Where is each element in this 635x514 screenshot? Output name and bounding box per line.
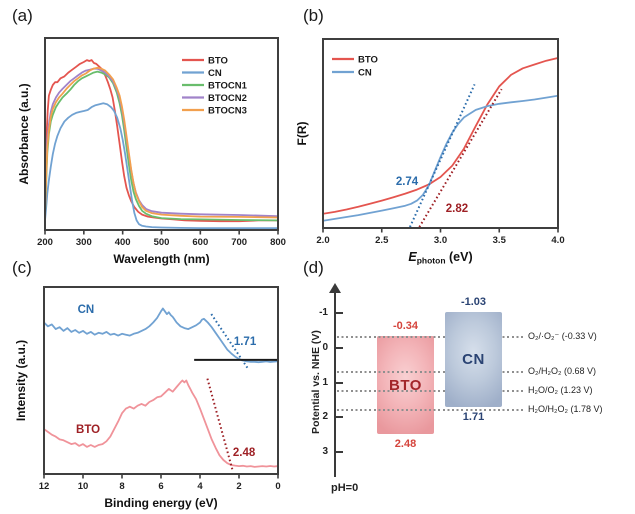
a-legend-label-BTOCN3: BTOCN3 (208, 106, 247, 117)
a-legend-label-BTOCN2: BTOCN2 (208, 93, 247, 104)
a-xtick-label: 700 (231, 237, 247, 248)
a-series-BTOCN3 (46, 66, 277, 219)
c-series-CN (45, 307, 277, 364)
a-xtick-label: 400 (115, 237, 131, 248)
a-yaxis-title: Absorbance (a.u.) (17, 83, 31, 184)
b-tangent-CN-bandgap-tangent (409, 83, 476, 228)
b-xtick-label: 4.0 (551, 235, 564, 246)
c-xtick-label: 10 (78, 481, 89, 492)
c-xtick-label: 12 (39, 481, 50, 492)
c-xtick-label: 4 (197, 481, 203, 492)
b-annotation-2.74: 2.74 (396, 176, 419, 188)
panel-b-label: (b) (303, 6, 324, 25)
b-xtick-label: 3.5 (493, 235, 507, 246)
c-xaxis-title: Binding energy (eV) (104, 496, 217, 510)
panel-d-label: (d) (303, 258, 324, 277)
c-annotation-CN: CN (78, 304, 95, 316)
c-xtick-label: 8 (119, 481, 124, 492)
c-xtick-label: 2 (236, 481, 241, 492)
panel-b-plot: 2.0 2.5 3.0 3.5 4.0 Ephoton (eV) F(R) BTO CN 2.74… (295, 38, 565, 266)
b-tangent-BTO-bandgap-tangent (418, 88, 503, 228)
b-series-CN (324, 94, 557, 222)
a-series-BTOCN2 (46, 67, 277, 218)
c-tangent-BTO-VB-tangent (206, 378, 234, 471)
c-annotation-1.71: 1.71 (234, 336, 257, 348)
b-yaxis-title: F(R) (295, 122, 309, 146)
a-xtick-label: 600 (192, 237, 208, 248)
a-xtick-label: 300 (76, 237, 92, 248)
panel-a-plot: 200 300 400 500 600 700 800 Wavelength (nm) Abso… (17, 37, 286, 266)
b-series-BTO (324, 57, 557, 215)
a-legend-label-CN: CN (208, 68, 222, 79)
b-legend-label-BTO: BTO (358, 55, 378, 66)
c-annotation-BTO: BTO (76, 424, 100, 436)
a-xaxis-title: Wavelength (nm) (113, 252, 209, 266)
panel-a-label: (a) (12, 6, 33, 25)
c-xtick-label: 6 (158, 481, 163, 492)
a-series-BTOCN1 (46, 70, 277, 222)
c-annotation-2.48: 2.48 (233, 447, 256, 459)
b-legend-label-CN: CN (358, 68, 372, 79)
a-xtick-label: 200 (37, 237, 53, 248)
panel-c-plot: 12 10 8 6 4 2 0 Binding energy (eV) Intensity (a… (14, 286, 281, 510)
a-plot-frame (44, 37, 279, 231)
panel-c-label: (c) (12, 258, 32, 277)
a-legend-label-BTOCN1: BTOCN1 (208, 81, 248, 92)
c-yaxis-title: Intensity (a.u.) (14, 340, 28, 421)
a-xtick-label: 500 (154, 237, 170, 248)
a-legend-label-BTO: BTO (208, 56, 228, 67)
c-xtick-label: 0 (275, 481, 280, 492)
b-annotation-2.82: 2.82 (446, 203, 468, 215)
b-xaxis-title: Ephoton (eV) (408, 250, 472, 266)
c-series-BTO (45, 379, 277, 468)
b-xtick-label: 3.0 (434, 235, 447, 246)
a-xtick-label: 800 (270, 237, 286, 248)
a-series-CN (46, 102, 277, 229)
b-xtick-label: 2.0 (316, 235, 329, 246)
b-xtick-label: 2.5 (375, 235, 389, 246)
